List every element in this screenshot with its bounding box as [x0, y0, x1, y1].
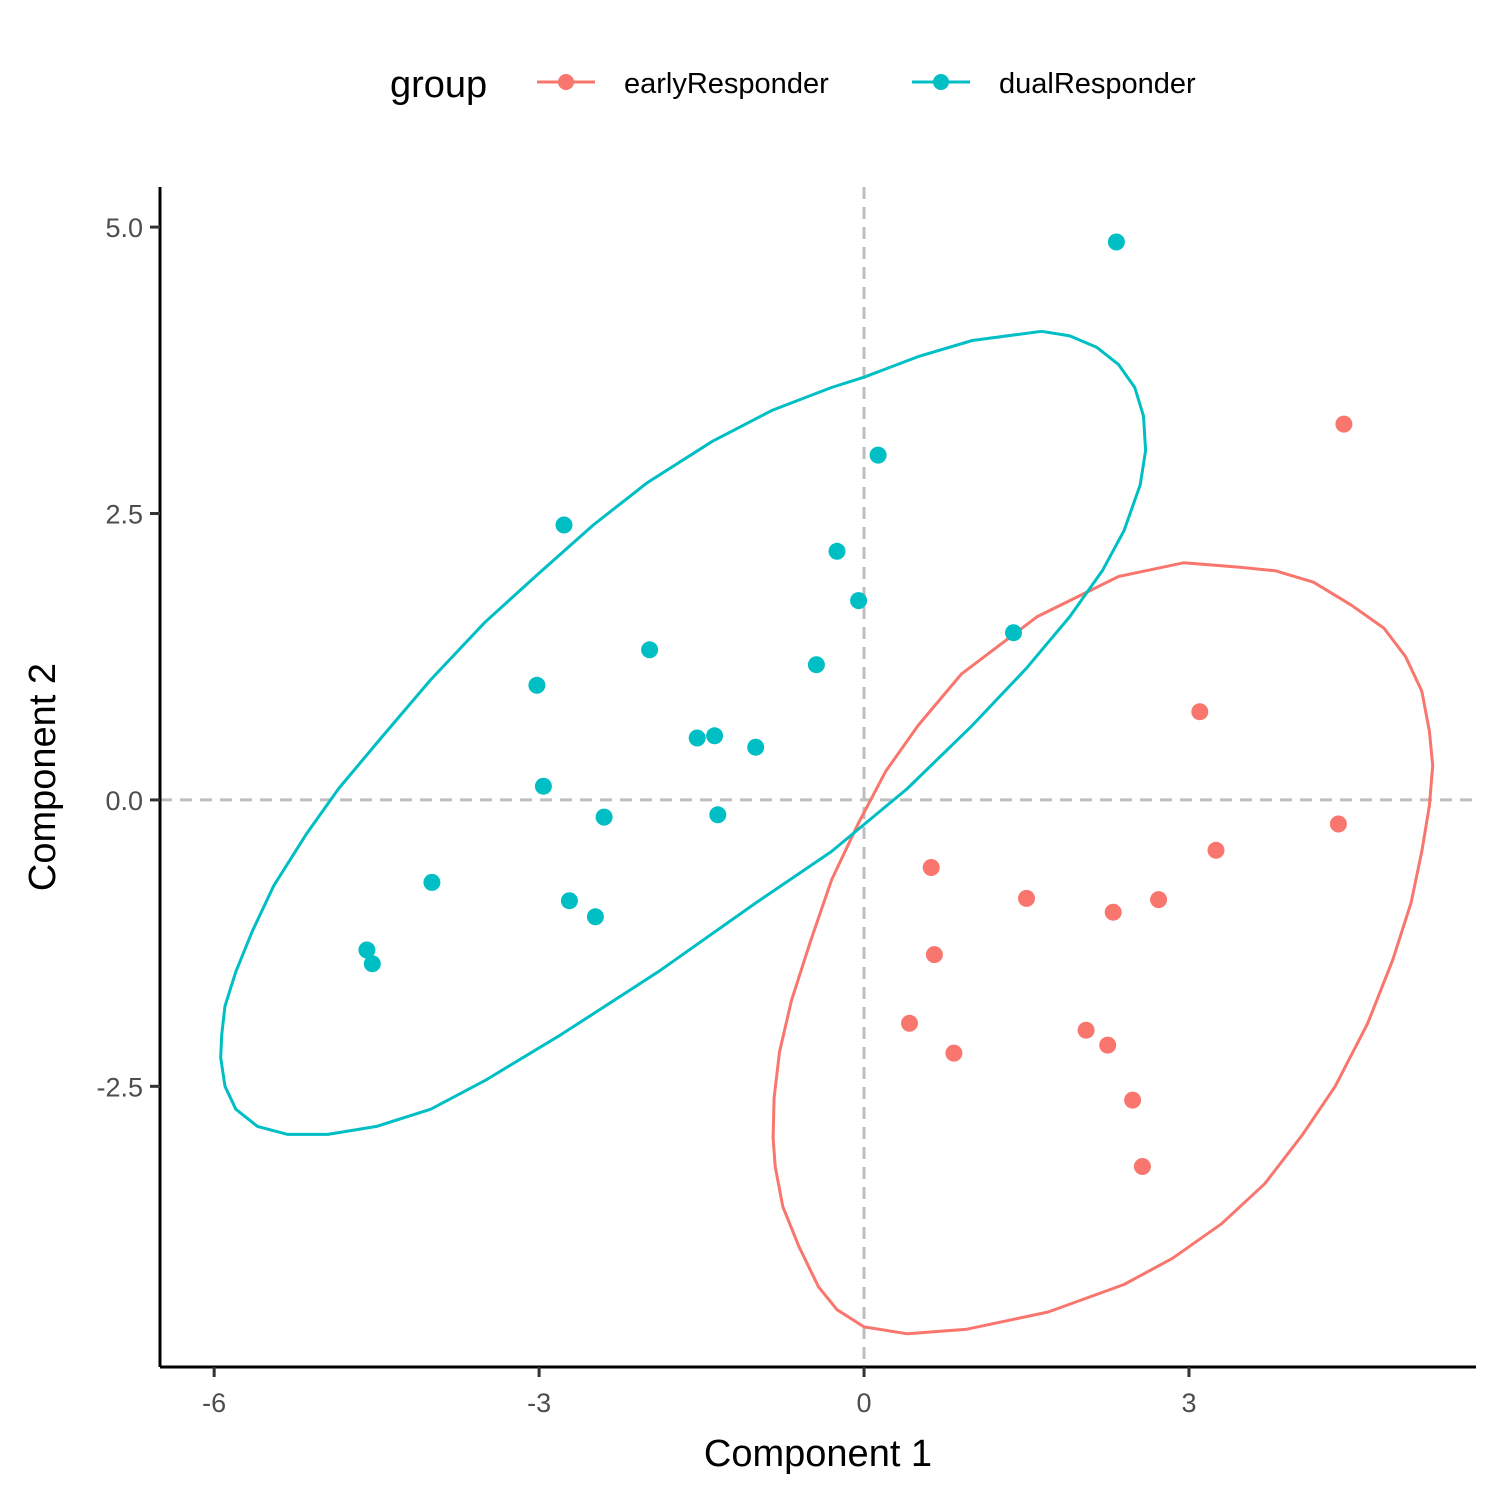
confidence-ellipses: [219, 329, 1435, 1336]
point-early-responder-14: [1133, 1158, 1151, 1175]
point-dual-responder-10: [688, 729, 706, 747]
point-early-responder-12: [1099, 1036, 1117, 1054]
y-axis-ticks: -2.5 0.0 2.5 5.0: [96, 213, 160, 1102]
point-early-responder-7: [1150, 891, 1168, 909]
legend: group earlyResponder dualResponder: [390, 64, 1196, 106]
point-early-responder-10: [945, 1044, 963, 1062]
point-dual-responder-18: [358, 941, 376, 959]
point-early-responder-2: [1329, 815, 1347, 833]
point-dual-responder-14: [709, 806, 727, 824]
point-early-responder-13: [1124, 1091, 1142, 1109]
y-axis-title: Component 2: [22, 663, 64, 891]
point-early-responder-5: [1018, 889, 1035, 907]
legend-label-dual-responder: dualResponder: [999, 68, 1196, 100]
point-early-responder-6: [1104, 903, 1122, 921]
x-tick-label: -6: [202, 1388, 226, 1418]
legend-title: group: [390, 64, 487, 106]
point-dual-responder-8: [528, 676, 546, 694]
legend-marker-early-responder: [558, 74, 574, 90]
point-early-responder-3: [1207, 841, 1225, 859]
x-tick-label: -3: [527, 1388, 551, 1418]
x-axis-ticks: -6 -3 0 3: [202, 1367, 1196, 1418]
point-dual-responder-11: [747, 738, 765, 756]
point-early-responder-4: [922, 859, 940, 876]
point-dual-responder-17: [586, 908, 604, 926]
legend-item-early-responder: earlyResponder: [537, 68, 829, 100]
point-dual-responder-7: [807, 656, 825, 674]
point-dual-responder-0: [1107, 233, 1125, 251]
y-tick-label: 5.0: [105, 213, 143, 243]
point-early-responder-11: [1077, 1021, 1095, 1039]
x-tick-label: 3: [1181, 1388, 1196, 1418]
point-dual-responder-13: [595, 808, 613, 826]
point-dual-responder-12: [534, 777, 552, 795]
point-early-responder-1: [1191, 703, 1209, 721]
ellipse-dual-responder: [219, 329, 1148, 1136]
legend-marker-dual-responder: [933, 74, 949, 90]
point-dual-responder-3: [828, 542, 846, 560]
point-early-responder-0: [1335, 415, 1353, 433]
point-early-responder-9: [901, 1014, 918, 1032]
axes: [158, 187, 1476, 1369]
y-tick-label: 2.5: [105, 500, 143, 530]
x-tick-label: 0: [857, 1388, 872, 1418]
data-points: [358, 233, 1353, 1175]
x-axis-title: Component 1: [704, 1433, 932, 1475]
point-dual-responder-19: [363, 955, 381, 973]
y-tick-label: -2.5: [96, 1072, 143, 1102]
legend-label-early-responder: earlyResponder: [624, 68, 829, 100]
point-dual-responder-4: [850, 592, 868, 610]
point-dual-responder-1: [869, 446, 887, 464]
point-early-responder-8: [925, 946, 943, 964]
y-tick-label: 0.0: [105, 786, 143, 816]
reference-lines: [160, 187, 1476, 1367]
point-dual-responder-16: [560, 892, 578, 910]
ellipse-early-responder: [771, 561, 1435, 1336]
point-dual-responder-6: [641, 641, 659, 659]
point-dual-responder-2: [555, 516, 573, 534]
point-dual-responder-15: [423, 873, 441, 891]
point-dual-responder-5: [1005, 624, 1022, 642]
point-dual-responder-9: [706, 727, 724, 745]
legend-item-dual-responder: dualResponder: [912, 68, 1196, 100]
